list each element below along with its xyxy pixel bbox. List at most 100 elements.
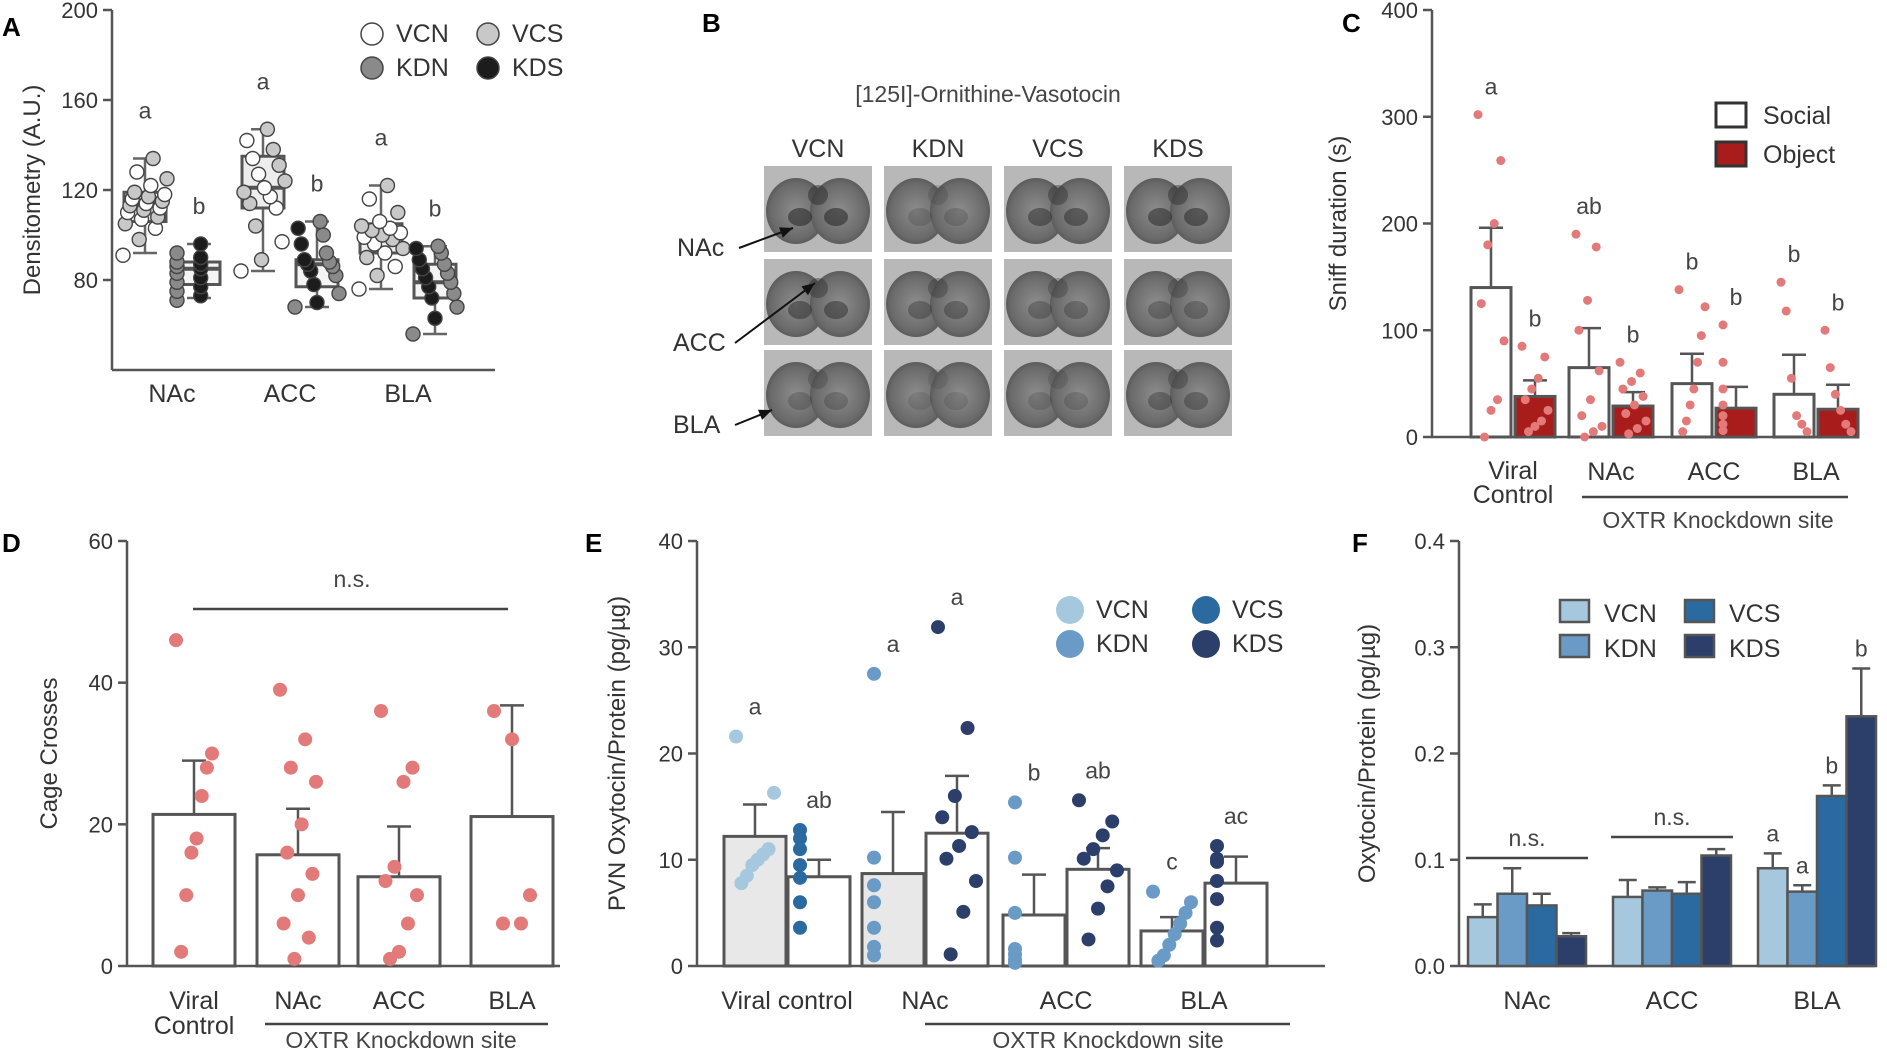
binding-region [928,185,948,205]
binding-region [908,301,932,319]
bar-vcn [1756,867,1789,968]
data-point [1635,368,1645,378]
panel-letter-a: A [2,12,21,42]
data-point [379,177,396,194]
binding-region [1148,301,1172,319]
section-hemisphere [1006,362,1066,428]
panel-letter-b: B [702,8,721,38]
panel-letter-e: E [585,528,602,558]
data-point [1520,395,1530,405]
legend-label-kdn: KDN [396,54,449,82]
data-point [1802,427,1812,437]
data-point [374,704,388,718]
bar-vcn [1611,895,1644,968]
data-point [383,951,397,966]
data-point [1585,395,1595,405]
data-point [1483,240,1493,250]
y-tick-label: 0 [101,954,113,979]
data-point [1499,336,1509,346]
section-hemisphere [1170,271,1230,337]
significance-letter: a [375,125,388,151]
data-point [1072,793,1086,808]
data-point [793,870,807,885]
data-point [1718,426,1728,436]
y-axis-label: PVN Oxytocin/Protein (pg/µg) [604,596,631,911]
data-point [359,249,375,266]
data-point [377,245,393,261]
data-point [131,231,147,248]
section-hemisphere [810,271,870,337]
binding-region [1048,278,1068,298]
category-label-control: Control [1473,481,1554,509]
legend-label-kds: KDS [1232,630,1283,658]
data-point [369,267,385,284]
data-point [259,121,276,137]
significance-letter: a [1766,820,1779,846]
binding-region [788,301,812,319]
data-point [1583,295,1593,305]
legend-marker-vcs [1683,598,1716,624]
category-label-bla: BLA [1792,458,1840,486]
bar-kdn [1641,889,1674,968]
data-point [1210,892,1224,907]
data-point [960,721,975,735]
category-label-nac: NAc [1587,458,1634,486]
y-tick-label: 100 [1381,318,1418,343]
data-point [1110,863,1124,878]
data-point [1597,421,1607,431]
x-axis-label: OXTR Knockdown site [1602,507,1833,533]
binding-region [1048,369,1068,389]
section-hemisphere [1126,362,1186,428]
data-point [867,948,881,963]
significance-letter: b [1730,284,1743,310]
data-point [867,878,881,893]
arrow-line [734,282,816,344]
data-point [793,920,807,935]
panel-letter-d: D [2,528,21,558]
binding-region [1028,392,1052,410]
data-point [1571,229,1581,239]
data-point [1615,357,1625,367]
data-point [401,916,415,931]
binding-region [1064,208,1088,226]
data-point [271,157,287,173]
legend-marker-vcs [1192,596,1220,624]
x-axis-label: OXTR Knockdown site [285,1027,516,1053]
panel-a-chart: 80 120 160 200 Densitometry (A.U.) a a a b b b NAc A… [19,0,563,408]
category-label-bla: BLA [384,380,432,408]
legend-label-vcs: VCS [1729,600,1780,628]
data-point [233,263,249,279]
arrow-head [758,409,772,420]
data-point [156,186,173,203]
section-hemisphere [930,178,990,244]
data-point [277,173,293,189]
section-hemisphere [930,362,990,428]
section-hemisphere [1006,271,1066,337]
data-point [410,888,424,903]
category-label-viral: Viral [1488,457,1538,485]
row-label-bla: BLA [673,411,721,439]
y-tick-label: 0 [1406,425,1418,450]
legend-label-kdn: KDN [1096,630,1149,658]
y-tick-label: 0 [671,954,683,979]
data-point [387,258,403,275]
category-label-bla: BLA [1180,987,1228,1015]
y-tick-label: 40 [89,671,113,696]
category-label-viral-control: Viral control [721,987,853,1015]
data-point [287,951,302,966]
category-label-acc: ACC [1646,987,1699,1015]
significance-letter: b [1855,636,1868,662]
legend-marker-vcn [1558,598,1591,624]
data-point [1210,854,1224,869]
data-point [430,238,446,254]
data-point [189,831,204,846]
panel-c-chart: 0 100 200 300 400 Sniff duration (s) a ab b b b b b b… [1325,0,1860,533]
significance-letter: b [1832,289,1845,315]
data-point [1184,895,1198,910]
section-image [884,166,992,252]
data-point [1594,366,1604,376]
y-tick-label: 160 [61,88,98,113]
data-point [298,732,313,747]
data-point [956,904,971,919]
